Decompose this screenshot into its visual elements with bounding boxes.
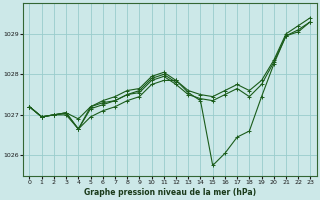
X-axis label: Graphe pression niveau de la mer (hPa): Graphe pression niveau de la mer (hPa) xyxy=(84,188,256,197)
